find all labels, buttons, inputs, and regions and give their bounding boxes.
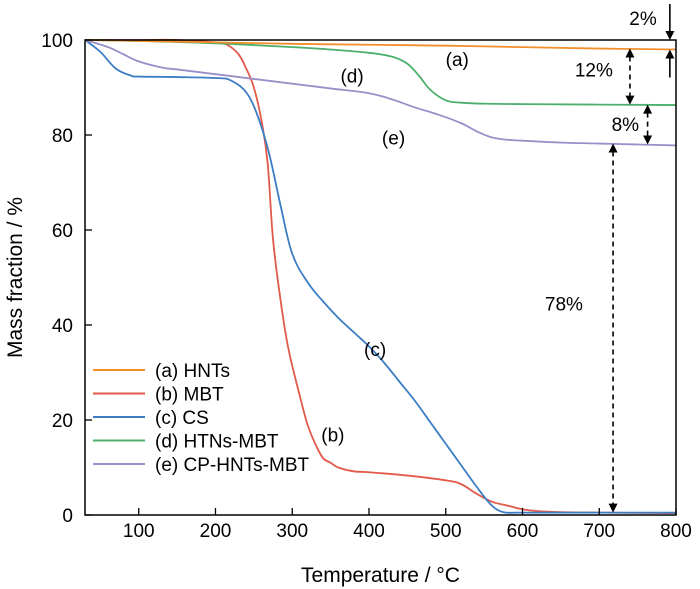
gap-arrows <box>608 4 675 513</box>
legend-label-d-htns-mbt: (d) HTNs-MBT <box>155 432 279 453</box>
annotation-8-percent: 8% <box>612 115 640 136</box>
annotation-a-label: (a) <box>446 50 469 71</box>
annotation-78-percent: 78% <box>545 295 583 316</box>
gap-arrow-78-percent-bottom-head <box>608 503 618 513</box>
y-tick-label-100: 100 <box>41 31 73 52</box>
series-line-e-cp-hnts-mbt <box>85 39 676 147</box>
annotations: (a) (b) (c) (d) (e) 2% 12% 8% 78% <box>321 9 657 446</box>
x-tick-label-500: 500 <box>430 521 462 542</box>
gap-arrow-2-percent-upper-head <box>665 31 675 40</box>
annotation-b-label: (b) <box>321 425 344 446</box>
legend: (a) HNTs (b) MBT(c) CS (d) HTNs-MBT(e) CP-… <box>93 361 309 476</box>
gap-arrow-8-percent-bottom-head <box>643 135 653 145</box>
gap-arrow-12-percent-bottom-head <box>625 95 635 105</box>
x-tick-label-700: 700 <box>583 521 615 542</box>
legend-label-e-cp-hnts-mbt: (e) CP-HNTs-MBT <box>155 455 309 476</box>
x-axis-title: Temperature / °C <box>301 564 460 587</box>
gap-arrow-12-percent-top-head <box>625 48 635 58</box>
series-line-a-hnts <box>85 39 676 51</box>
annotation-e-label: (e) <box>382 128 405 149</box>
legend-label-a-hnts: (a) HNTs <box>155 361 230 382</box>
y-tick-label-0: 0 <box>62 506 73 527</box>
gap-arrow-8-percent-top-head <box>643 104 653 114</box>
annotation-12-percent: 12% <box>575 60 613 81</box>
plot-frame <box>84 39 677 516</box>
series-layer <box>85 38 676 514</box>
x-tick-label-200: 200 <box>200 521 232 542</box>
x-tick-label-600: 600 <box>507 521 539 542</box>
annotation-c-label: (c) <box>364 340 386 361</box>
axis-ticks: 100 200 300 400 500 600 700 800 0 20 40 60 80 100 <box>41 31 692 542</box>
gap-arrow-2-percent-lower-head <box>665 49 675 59</box>
gap-arrow-78-percent-top-head <box>608 143 618 153</box>
x-tick-label-400: 400 <box>353 521 385 542</box>
legend-label-b-mbt: (b) MBT <box>155 385 224 406</box>
series-line-c-cs <box>85 39 676 514</box>
series-line-b-mbt <box>85 38 676 514</box>
legend-label-c-cs: (c) CS <box>155 408 209 429</box>
y-tick-label-20: 20 <box>52 411 73 432</box>
x-tick-label-300: 300 <box>276 521 308 542</box>
x-tick-label-100: 100 <box>123 521 155 542</box>
series-line-d-htns-mbt <box>85 39 676 106</box>
y-tick-label-60: 60 <box>52 221 73 242</box>
annotation-2-percent: 2% <box>629 9 657 30</box>
x-tick-label-800: 800 <box>660 521 692 542</box>
y-axis-title: Mass fraction / % <box>4 197 27 358</box>
y-tick-label-40: 40 <box>52 316 73 337</box>
y-tick-label-80: 80 <box>52 126 73 147</box>
annotation-d-label: (d) <box>340 67 363 88</box>
